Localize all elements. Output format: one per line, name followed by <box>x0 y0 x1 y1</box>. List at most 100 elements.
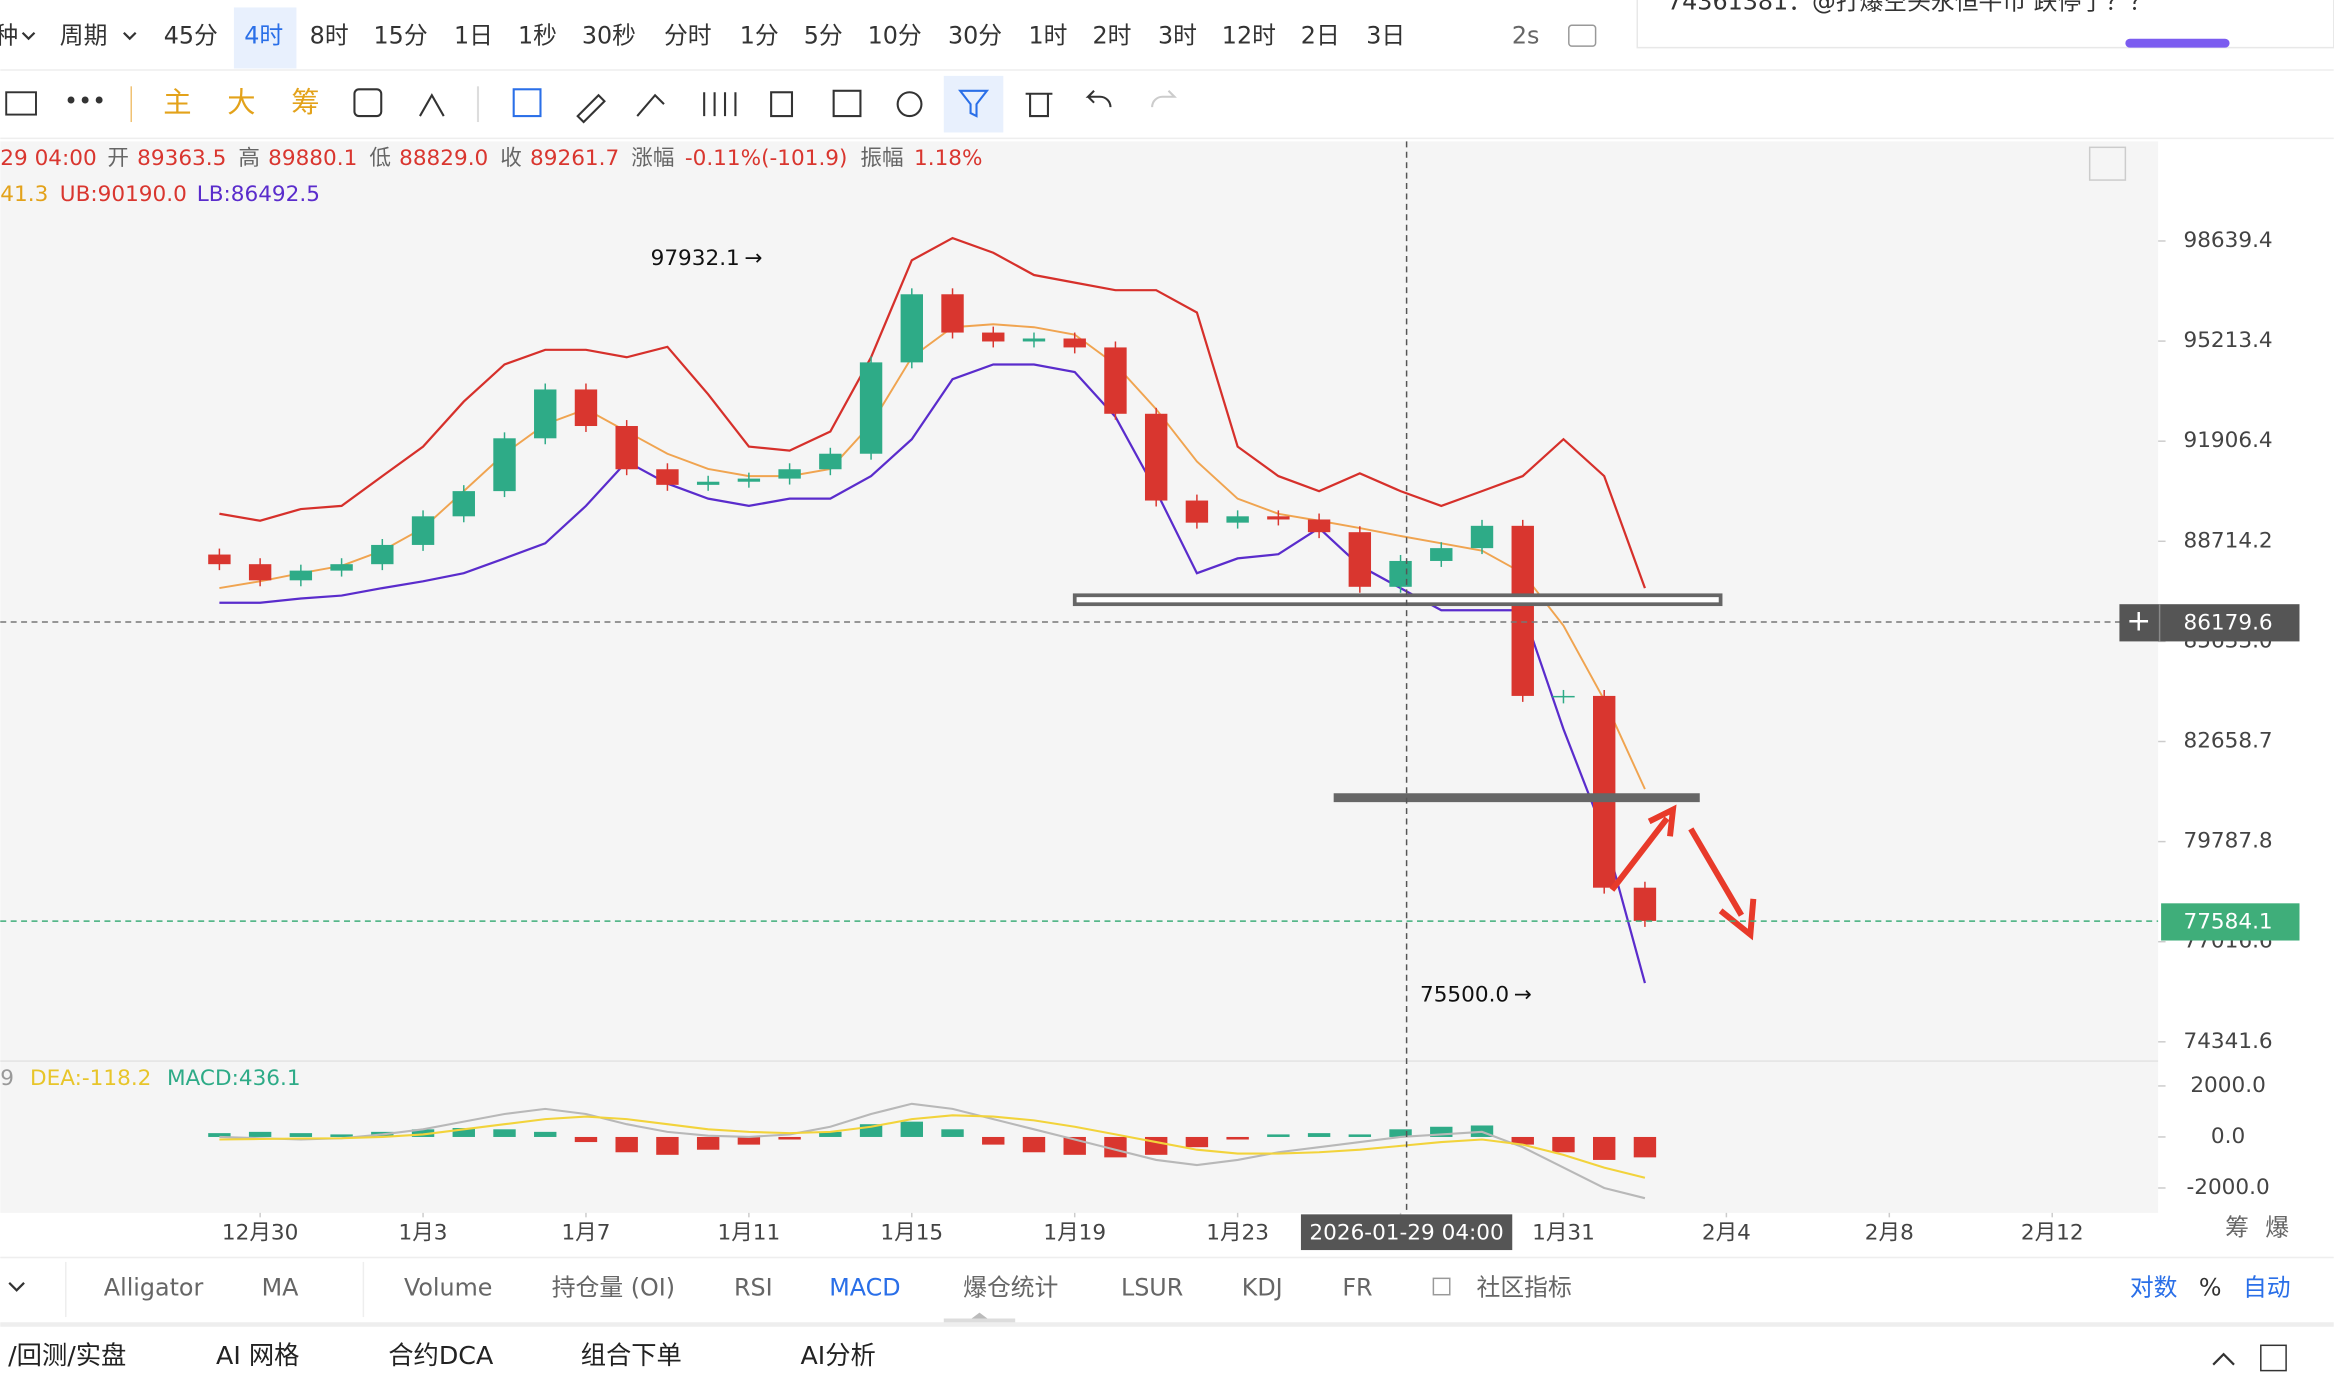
axis-corner[interactable]: 筹 <box>2225 1214 2249 1242</box>
collapse-icon[interactable] <box>2212 1352 2235 1366</box>
period[interactable]: 15分 <box>374 22 428 50</box>
crosshair-price: 86179.6 <box>2183 611 2272 636</box>
legend-label: 高 <box>238 146 260 171</box>
candle <box>1022 338 1046 342</box>
filter-icon[interactable] <box>958 89 990 118</box>
tool-icon[interactable] <box>419 93 445 117</box>
chart-area <box>0 141 2159 1213</box>
candle <box>778 469 801 479</box>
legend-value: 89880.1 <box>268 146 357 171</box>
x-tick-label: 1月7 <box>561 1221 610 1246</box>
menu-item[interactable]: AI 网格 <box>216 1341 299 1370</box>
indicator-tab[interactable]: 持仓量 (OI) <box>552 1273 675 1301</box>
candle <box>411 516 435 545</box>
period[interactable]: 1分 <box>740 22 779 50</box>
expand-icon[interactable] <box>2088 146 2127 181</box>
macd-legend: MACD:436.1 <box>167 1066 301 1091</box>
candle <box>493 438 516 492</box>
macd-bar <box>778 1136 801 1140</box>
indicator-tab[interactable]: 爆仓统计 <box>963 1273 1058 1301</box>
period[interactable]: 12时 <box>1222 22 1276 50</box>
tool-icon[interactable] <box>896 91 923 118</box>
candle <box>1593 695 1616 888</box>
period[interactable]: 3日 <box>1366 22 1405 50</box>
period[interactable]: 1秒 <box>518 22 557 50</box>
tool-row: ••• 主 大 筹 <box>5 75 1177 133</box>
menu-item[interactable]: AI分析 <box>800 1341 875 1370</box>
tool-big[interactable]: 大 <box>227 86 255 119</box>
indicator-tab[interactable]: LSUR <box>1121 1273 1183 1301</box>
more-icon[interactable]: ••• <box>64 87 106 115</box>
tool-icon[interactable] <box>636 93 665 117</box>
period[interactable]: 5分 <box>804 22 843 50</box>
camera-icon[interactable] <box>1568 24 1597 47</box>
macd-bar <box>1552 1136 1575 1153</box>
tool-icon[interactable] <box>832 89 862 118</box>
indicator-tab[interactable]: KDJ <box>1242 1273 1283 1301</box>
indicator-tab[interactable]: 社区指标 <box>1477 1273 1572 1301</box>
trash-icon[interactable] <box>1025 92 1053 118</box>
period[interactable]: 8时 <box>310 22 349 50</box>
period[interactable]: 45分 <box>164 22 218 50</box>
period[interactable]: 分时 <box>664 22 712 50</box>
tool-main[interactable]: 主 <box>163 86 191 119</box>
tool-icon[interactable] <box>576 93 606 124</box>
rect-tool[interactable] <box>5 91 37 116</box>
drag-handle-bar[interactable] <box>943 1318 1016 1325</box>
period-menu[interactable]: 周期 <box>60 22 108 50</box>
period[interactable]: 2日 <box>1301 22 1340 50</box>
period[interactable]: 4时 <box>244 22 283 50</box>
scale-log[interactable]: 对数 <box>2130 1273 2178 1301</box>
tool-icon[interactable] <box>353 88 383 118</box>
redo-icon <box>1151 90 1177 108</box>
scale-auto[interactable]: 自动 <box>2243 1273 2291 1301</box>
candle <box>900 294 924 363</box>
tool-icon[interactable] <box>703 92 737 117</box>
plus-icon[interactable]: + <box>2126 604 2151 639</box>
axis-corner[interactable]: 爆 <box>2265 1214 2289 1242</box>
tool-icon[interactable] <box>512 88 542 118</box>
x-tick-label: 1月11 <box>718 1221 781 1246</box>
period[interactable]: 1日 <box>454 22 493 50</box>
candle <box>819 453 842 470</box>
menu-item[interactable]: 合约DCA <box>388 1341 494 1370</box>
indicator-tab[interactable]: Alligator <box>104 1273 204 1301</box>
indicator-tab[interactable]: MACD <box>829 1273 900 1301</box>
tool-chip[interactable]: 筹 <box>291 86 319 119</box>
legend-label: 振幅 <box>860 146 903 171</box>
period[interactable]: 1时 <box>1028 22 1067 50</box>
legend-value: 88829.0 <box>399 146 488 171</box>
period[interactable]: 2时 <box>1092 22 1131 50</box>
macd-bar <box>1307 1133 1331 1137</box>
y-tick-label: 82658.7 <box>2183 729 2272 754</box>
menu-item[interactable]: 组合下单 <box>581 1341 682 1370</box>
drawn-support-line[interactable] <box>1072 593 1723 607</box>
crosshair-time: 2026-01-29 04:00 <box>1309 1221 1503 1246</box>
tool-icon[interactable] <box>770 91 794 118</box>
legend-label: 开 <box>107 146 129 171</box>
macd-bar <box>615 1136 638 1153</box>
period[interactable]: 30分 <box>948 22 1002 50</box>
legend-label: 低 <box>369 146 391 171</box>
legend-time: 29 04:00 <box>0 146 96 171</box>
scale-percent[interactable]: % <box>2199 1273 2222 1301</box>
dea-line <box>219 1114 1646 1179</box>
candle <box>1307 519 1331 533</box>
chevron[interactable] <box>8 1282 25 1292</box>
period[interactable]: 30秒 <box>582 22 636 50</box>
last-price-tag <box>2161 903 2300 941</box>
toolbar-left[interactable]: 种 <box>0 22 18 50</box>
indicator-tab[interactable]: MA <box>262 1273 300 1301</box>
undo-icon[interactable] <box>1085 90 1112 108</box>
indicator-tab[interactable]: Volume <box>404 1273 493 1301</box>
macd-bar <box>411 1129 435 1137</box>
indicator-tab[interactable]: RSI <box>734 1273 773 1301</box>
indicator-tab[interactable]: FR <box>1342 1273 1372 1301</box>
window-icon[interactable] <box>2260 1344 2287 1372</box>
speed[interactable]: 2s <box>1512 22 1540 50</box>
edit-icon <box>1432 1277 1451 1296</box>
period[interactable]: 3时 <box>1158 22 1197 50</box>
menu-item[interactable]: /回测/实盘 <box>8 1341 126 1370</box>
period[interactable]: 10分 <box>868 22 922 50</box>
